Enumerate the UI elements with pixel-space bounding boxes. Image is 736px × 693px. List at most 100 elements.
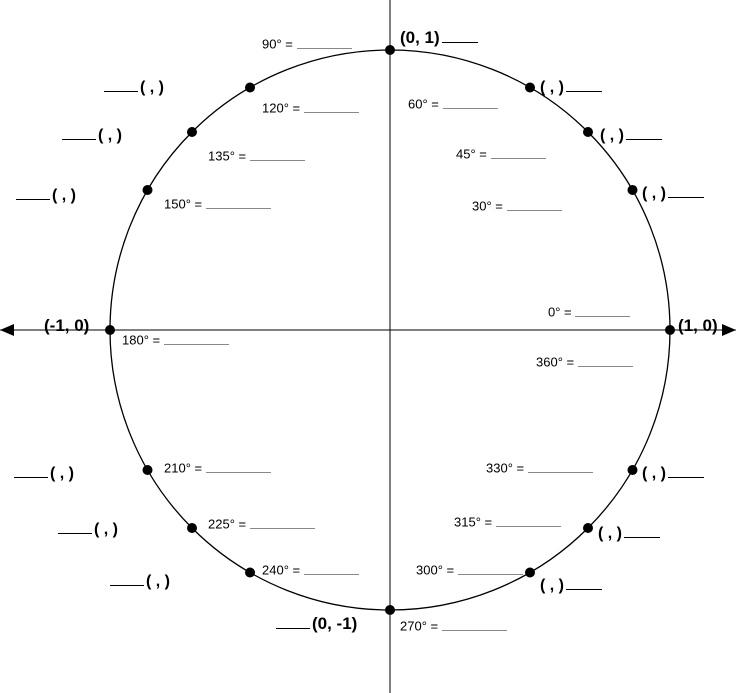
point-45	[583, 127, 593, 137]
point-210	[143, 465, 153, 475]
coord-120: ( , )	[104, 78, 164, 97]
deg-0-text: 0° =	[548, 305, 572, 320]
point-240	[245, 568, 255, 578]
coord-225-pre	[58, 520, 92, 534]
coord-225-paren: ( , )	[94, 521, 118, 538]
coord-135-pre	[62, 126, 96, 140]
deg-240-text: 240° =	[262, 563, 300, 578]
axis-label-180: (-1, 0)	[44, 316, 89, 336]
blank-120	[304, 100, 359, 113]
deg-90: 90° =	[262, 36, 352, 52]
blank-240	[304, 562, 359, 575]
unit-circle-worksheet: (0, 1) (1, 0) (-1, 0) (0, -1) 0° = 360° …	[0, 0, 736, 693]
blank-150	[206, 196, 271, 209]
blank-90	[297, 36, 352, 49]
deg-225: 225° =	[208, 516, 315, 532]
axis-label-90: (0, 1)	[400, 28, 478, 48]
coord-300: ( , )	[540, 576, 602, 595]
deg-45: 45° =	[456, 146, 546, 162]
point-225	[187, 523, 197, 533]
coord-120-pre	[104, 78, 138, 92]
blank-270	[442, 618, 507, 631]
blank-330	[528, 460, 593, 473]
blank-0	[575, 304, 630, 317]
coord-240: ( , )	[110, 572, 170, 591]
axis-label-0: (1, 0)	[678, 316, 718, 336]
blank-30	[507, 198, 562, 211]
blank-360	[578, 354, 633, 367]
deg-135-text: 135° =	[208, 149, 246, 164]
blank-60	[443, 96, 498, 109]
point-30	[628, 185, 638, 195]
deg-30-text: 30° =	[472, 199, 503, 214]
deg-150: 150° =	[164, 196, 271, 212]
coord-315-paren: ( , )	[598, 525, 622, 542]
coord-135-paren: ( , )	[98, 127, 122, 144]
blank-after-0-1	[442, 28, 478, 43]
axis-label-270-text: (0, -1)	[312, 614, 357, 633]
coord-315-post	[624, 524, 660, 538]
deg-300-text: 300° =	[416, 563, 454, 578]
deg-180-text: 180° =	[122, 333, 160, 348]
coord-150: ( , )	[16, 186, 76, 205]
coord-30: ( , )	[642, 184, 704, 203]
point-315	[583, 523, 593, 533]
point-150	[143, 185, 153, 195]
coord-120-paren: ( , )	[140, 79, 164, 96]
axis-label-180-text: (-1, 0)	[44, 316, 89, 335]
deg-0: 0° =	[548, 304, 630, 320]
coord-225: ( , )	[58, 520, 118, 539]
deg-90-text: 90° =	[262, 37, 293, 52]
deg-360: 360° =	[536, 354, 633, 370]
blank-300	[458, 562, 523, 575]
coord-315: ( , )	[598, 524, 660, 543]
axis-label-90-text: (0, 1)	[400, 28, 440, 47]
deg-135: 135° =	[208, 148, 305, 164]
deg-30: 30° =	[472, 198, 562, 214]
point-180	[105, 325, 115, 335]
deg-270: 270° =	[400, 618, 507, 634]
deg-180: 180° =	[122, 332, 229, 348]
coord-330-paren: ( , )	[642, 465, 666, 482]
coord-300-paren: ( , )	[540, 577, 564, 594]
deg-315-text: 315° =	[454, 515, 492, 530]
point-330	[628, 465, 638, 475]
deg-330: 330° =	[486, 460, 593, 476]
blank-225	[250, 516, 315, 529]
coord-150-pre	[16, 186, 50, 200]
deg-300: 300° =	[416, 562, 523, 578]
deg-150-text: 150° =	[164, 197, 202, 212]
coord-210-pre	[14, 464, 48, 478]
coord-45: ( , )	[600, 126, 662, 145]
x-axis-arrow-left	[0, 324, 14, 336]
deg-315: 315° =	[454, 514, 561, 530]
coord-30-post	[668, 184, 704, 198]
coord-45-post	[626, 126, 662, 140]
coord-30-paren: ( , )	[642, 185, 666, 202]
coord-45-paren: ( , )	[600, 127, 624, 144]
coord-240-paren: ( , )	[146, 573, 170, 590]
point-120	[245, 83, 255, 93]
deg-240: 240° =	[262, 562, 359, 578]
deg-330-text: 330° =	[486, 461, 524, 476]
deg-360-text: 360° =	[536, 355, 574, 370]
coord-135: ( , )	[62, 126, 122, 145]
deg-225-text: 225° =	[208, 517, 246, 532]
blank-45	[491, 146, 546, 159]
deg-270-text: 270° =	[400, 619, 438, 634]
blank-180	[164, 332, 229, 345]
coord-60-post	[566, 78, 602, 92]
blank-210	[206, 460, 271, 473]
coord-60-paren: ( , )	[540, 79, 564, 96]
axis-label-0-text: (1, 0)	[678, 316, 718, 335]
x-axis-arrow-right	[722, 324, 736, 336]
coord-300-post	[566, 576, 602, 590]
deg-60: 60° =	[408, 96, 498, 112]
coord-150-paren: ( , )	[52, 187, 76, 204]
coord-330-post	[668, 464, 704, 478]
point-270	[385, 605, 395, 615]
coord-60: ( , )	[540, 78, 602, 97]
deg-60-text: 60° =	[408, 97, 439, 112]
blank-135	[250, 148, 305, 161]
coord-330: ( , )	[642, 464, 704, 483]
